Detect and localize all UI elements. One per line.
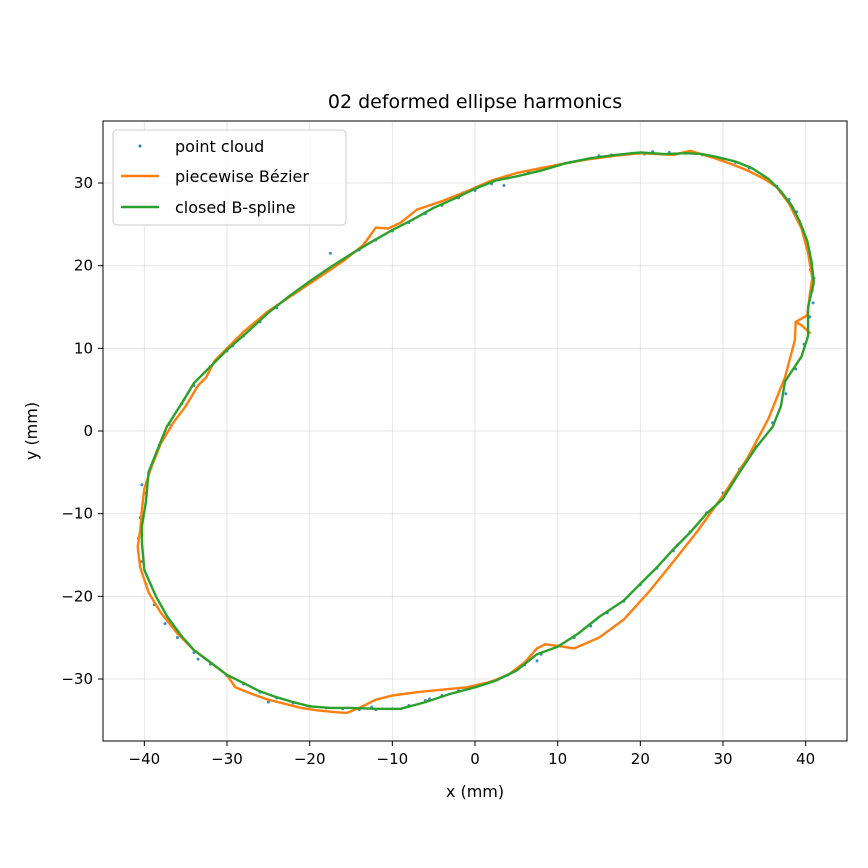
point [266, 700, 270, 704]
point [811, 301, 815, 305]
x-tick-label: 40 [796, 750, 815, 768]
chart-title: 02 deformed ellipse harmonics [328, 91, 622, 113]
ticks: −40 −30 −20 −10 0 10 20 30 40 −30 −20 −10 0 10 20 30 [61, 174, 815, 768]
point [163, 622, 167, 626]
y-tick-label: 0 [83, 422, 93, 440]
x-tick-label: 0 [470, 750, 480, 768]
y-tick-label: −10 [61, 505, 93, 523]
y-tick-label: 10 [74, 339, 93, 357]
y-axis-label: y (mm) [22, 402, 41, 460]
x-tick-label: 30 [713, 750, 732, 768]
legend-marker-point-cloud [138, 144, 142, 148]
series-line-closed-b-spline [140, 151, 816, 710]
point [784, 392, 788, 396]
point [196, 657, 200, 661]
x-tick-label: 20 [631, 750, 650, 768]
x-tick-label: −10 [377, 750, 409, 768]
legend: point cloud piecewise Bézier closed B-sp… [112, 129, 347, 226]
legend-label-piecewise-bezier: piecewise Bézier [175, 167, 309, 186]
x-tick-label: −30 [211, 750, 243, 768]
point [502, 183, 506, 187]
y-tick-label: −30 [61, 670, 93, 688]
point [328, 251, 332, 255]
x-tick-label: 10 [548, 750, 567, 768]
x-tick-label: −40 [129, 750, 161, 768]
x-tick-label: −20 [294, 750, 326, 768]
legend-box [112, 129, 347, 226]
point [175, 636, 179, 640]
y-tick-label: 20 [74, 257, 93, 275]
y-tick-label: −20 [61, 587, 93, 605]
legend-label-closed-b-spline: closed B-spline [175, 198, 296, 217]
y-tick-label: 30 [74, 174, 93, 192]
point [140, 483, 144, 487]
x-axis-label: x (mm) [446, 782, 504, 801]
legend-label-point-cloud: point cloud [175, 137, 264, 156]
plot-data [136, 149, 816, 715]
point [535, 659, 539, 663]
